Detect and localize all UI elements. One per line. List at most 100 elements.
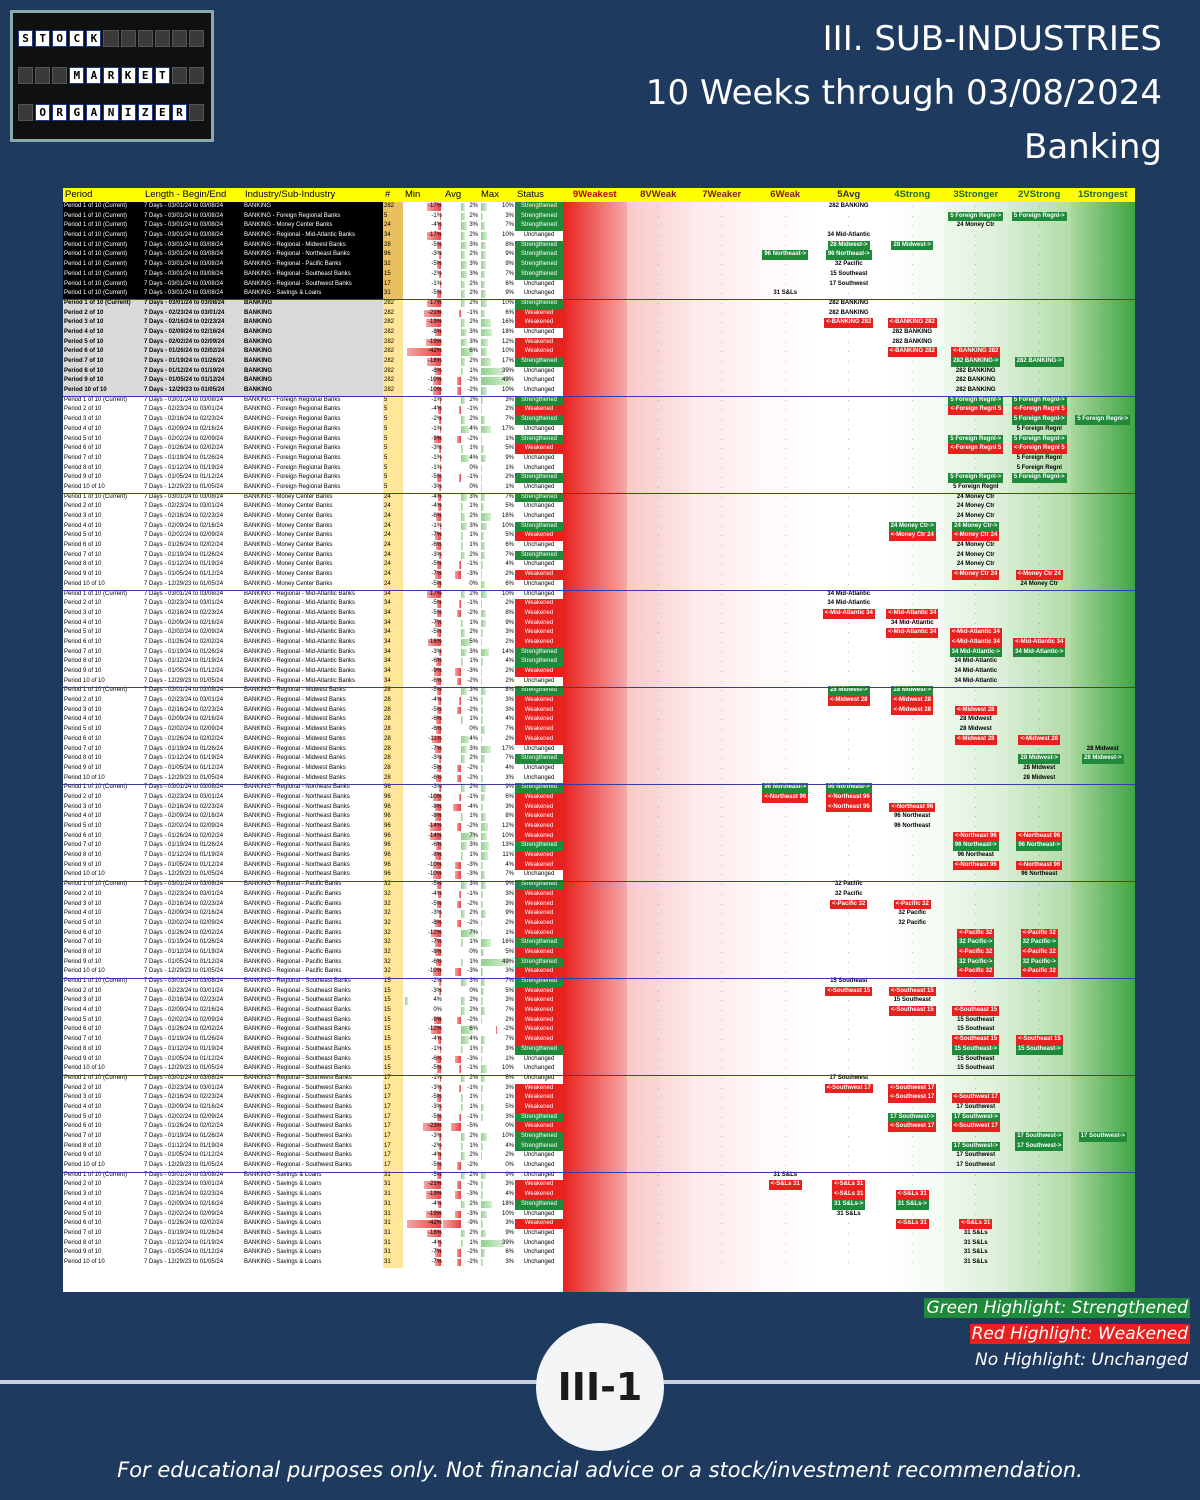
cell-text: Unchanged bbox=[523, 871, 555, 878]
period-cell: Period 10 of 10 bbox=[63, 1161, 143, 1171]
rank-cell: . bbox=[593, 1249, 596, 1256]
avg-cell: 0% bbox=[443, 986, 479, 997]
cell-text: -5% bbox=[431, 609, 442, 616]
status-cell: Unchanged bbox=[515, 541, 563, 551]
max-cell: 3% bbox=[479, 705, 515, 716]
stock-count-cell: 28 bbox=[383, 744, 403, 755]
rank-cell: . bbox=[593, 1181, 596, 1188]
rank-cell: . bbox=[784, 755, 787, 762]
max-cell: 7% bbox=[479, 1006, 515, 1016]
cell-text: 2% bbox=[505, 668, 514, 674]
industry-cell: BANKING - Savings & Loans bbox=[243, 1190, 383, 1200]
cell-text: Unchanged bbox=[523, 377, 555, 384]
cell-text: -2% bbox=[467, 919, 478, 926]
cell-text: Period 6 of 10 bbox=[64, 1123, 102, 1130]
rank-cell: . bbox=[1038, 1094, 1041, 1101]
table-row: Period 5 of 10 7 Days - 02/02/24 to 02/09… bbox=[63, 725, 1135, 735]
cell-text: 7% bbox=[469, 832, 478, 839]
value-bar bbox=[481, 299, 487, 308]
min-cell: -7% bbox=[403, 938, 443, 948]
cell-text: -19% bbox=[427, 338, 442, 345]
stock-count-cell: 17 bbox=[383, 1112, 403, 1123]
rank-cell: . bbox=[1101, 580, 1104, 587]
cell-text: 2% bbox=[469, 358, 478, 364]
cell-text: -6% bbox=[431, 658, 442, 665]
avg-cell: 1% bbox=[443, 1093, 479, 1103]
cell-text: 31 bbox=[384, 1239, 391, 1246]
value-bar bbox=[459, 890, 461, 899]
rank-cell: . bbox=[1038, 590, 1041, 597]
value-bar bbox=[457, 1016, 461, 1025]
rank-cell: . bbox=[847, 706, 850, 713]
industry-cell: BANKING - Regional - Northeast Banks bbox=[243, 812, 383, 822]
rank-cell: <-Southeast 15 bbox=[881, 986, 945, 997]
value-bar bbox=[438, 483, 441, 492]
rank-cell: . bbox=[847, 435, 850, 442]
value-bar bbox=[435, 939, 441, 947]
avg-cell: -2% bbox=[443, 386, 479, 396]
rank-cell: 32 Pacific bbox=[881, 919, 945, 929]
rank-cell: . bbox=[1101, 1249, 1104, 1256]
value-bar bbox=[426, 358, 441, 366]
logo-letter-cell: R bbox=[103, 67, 119, 84]
rank-cell: . bbox=[1038, 619, 1041, 626]
cell-text: Unchanged bbox=[523, 454, 555, 461]
max-cell: 2% bbox=[479, 599, 515, 609]
value-bar bbox=[436, 1055, 441, 1063]
stock-count-cell: 15 bbox=[383, 1025, 403, 1036]
rank-cell: . bbox=[1101, 1094, 1104, 1101]
logo-letter-cell: T bbox=[154, 67, 170, 84]
cell-text: 7 Days - 02/02/24 to 02/09/24 bbox=[144, 338, 225, 345]
cell-text: BANKING - Regional - Midwest Banks bbox=[244, 745, 346, 752]
rank-column-shade bbox=[563, 202, 627, 1292]
table-row: Period 4 of 10 7 Days - 02/09/24 to 02/16… bbox=[63, 618, 1135, 629]
rank-cell: . bbox=[720, 1065, 723, 1072]
cell-text: Weakened bbox=[524, 813, 554, 820]
avg-cell: 1% bbox=[443, 1102, 479, 1113]
table-row: Period 9 of 10 7 Days - 01/05/24 to 01/12… bbox=[63, 473, 1135, 483]
rank-label: <-S&Ls 31 bbox=[895, 1219, 929, 1229]
table-row: Period 5 of 10 7 Days - 02/02/24 to 02/09… bbox=[63, 1112, 1135, 1123]
rank-cell: . bbox=[593, 222, 596, 229]
period-cell: Period 6 of 10 bbox=[63, 638, 143, 648]
avg-cell: 2% bbox=[443, 289, 479, 299]
value-bar bbox=[481, 1171, 487, 1180]
rank-label: 32 Pacific-> bbox=[957, 957, 995, 968]
rank-cell: . bbox=[657, 852, 660, 859]
rank-label: 17 Southwest bbox=[829, 1074, 869, 1081]
stock-count-cell: 24 bbox=[383, 531, 403, 542]
min-cell: -5% bbox=[403, 1064, 443, 1074]
rank-cell: . bbox=[1101, 968, 1104, 975]
stock-count-cell: 5 bbox=[383, 482, 403, 493]
header-period: Period bbox=[63, 188, 143, 202]
rank-cell: . bbox=[720, 735, 723, 742]
rank-cell: . bbox=[847, 551, 850, 558]
rank-cell: . bbox=[974, 784, 977, 791]
avg-cell: 2% bbox=[443, 1151, 479, 1162]
industry-cell: BANKING - Regional - Mid-Atlantic Banks bbox=[243, 590, 383, 600]
rank-cell: . bbox=[657, 358, 660, 364]
cell-text: -1% bbox=[467, 1065, 478, 1072]
rank-cell: . bbox=[1038, 726, 1041, 733]
avg-cell: -1% bbox=[443, 1083, 479, 1094]
cell-text: BANKING bbox=[244, 299, 272, 306]
rank-cell: . bbox=[720, 474, 723, 481]
value-bar bbox=[435, 571, 441, 579]
block-separator bbox=[63, 493, 1135, 494]
min-cell: -2% bbox=[403, 269, 443, 280]
value-bar bbox=[481, 648, 490, 657]
rank-cell: . bbox=[1038, 493, 1041, 500]
rank-cell: . bbox=[657, 1094, 660, 1101]
stock-count-cell: 34 bbox=[383, 667, 403, 677]
rank-cell: . bbox=[1101, 290, 1104, 297]
value-bar bbox=[461, 1200, 465, 1209]
rank-label: <-S&Ls 31 bbox=[959, 1219, 993, 1229]
rank-cell: . bbox=[720, 1074, 723, 1081]
cell-text: Period 9 of 10 bbox=[64, 377, 104, 384]
value-bar bbox=[459, 793, 461, 802]
cell-text: BANKING - Money Center Banks bbox=[244, 532, 333, 539]
cell-text: 7 Days - 01/05/24 to 01/12/24 bbox=[144, 571, 224, 578]
avg-cell: -3% bbox=[443, 967, 479, 977]
cell-text: 7 Days - 02/02/24 to 02/09/24 bbox=[144, 1210, 224, 1217]
disclaimer-footer: For educational purposes only. Not finan… bbox=[117, 1458, 1083, 1482]
